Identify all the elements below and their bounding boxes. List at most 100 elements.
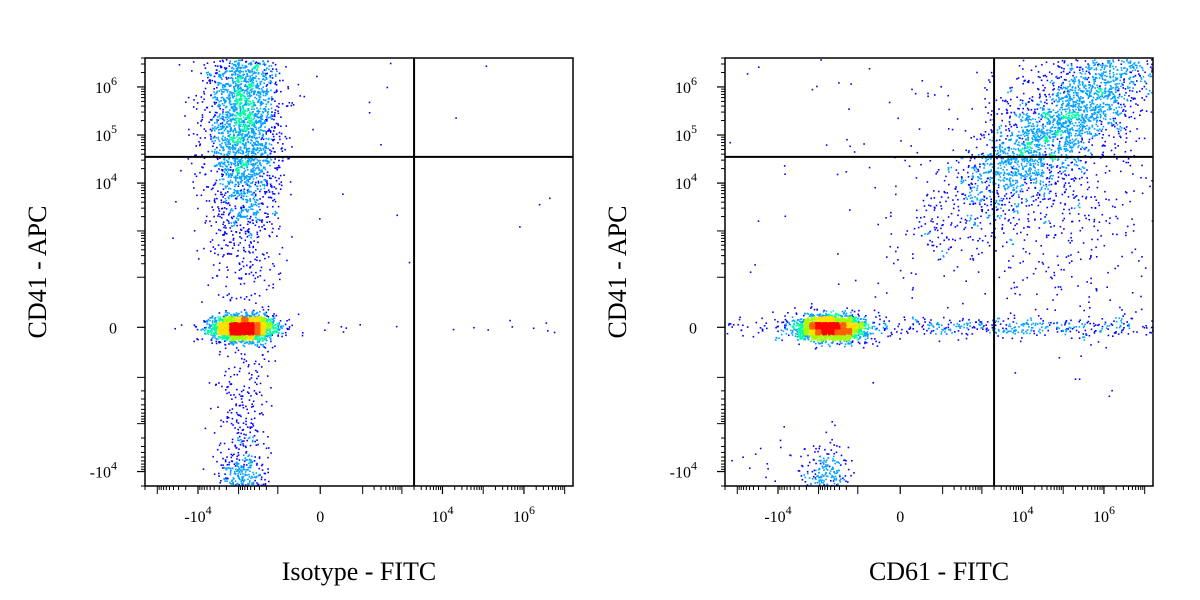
event-dot	[239, 72, 241, 74]
event-dot	[274, 158, 276, 160]
event-dot	[271, 231, 274, 234]
event-dot	[281, 103, 284, 105]
event-dot	[230, 163, 233, 166]
event-dot	[264, 339, 266, 341]
event-dot	[250, 102, 252, 105]
event-dot	[246, 126, 249, 129]
event-dot	[221, 124, 224, 126]
event-dot	[239, 224, 242, 226]
event-dot	[261, 403, 263, 406]
event-dot	[250, 215, 252, 218]
event-dot	[252, 122, 255, 124]
event-dot	[257, 84, 260, 87]
event-dot	[278, 164, 280, 167]
event-dot	[219, 316, 222, 318]
event-dot	[255, 84, 257, 87]
event-dot	[258, 131, 261, 133]
event-dot	[217, 99, 219, 101]
event-dot	[252, 111, 254, 113]
event-dot	[257, 164, 259, 167]
event-dot	[254, 293, 256, 295]
event-dot	[211, 124, 214, 127]
event-dot	[238, 98, 241, 100]
event-dot	[228, 141, 231, 143]
event-dot	[276, 322, 279, 325]
event-dot	[252, 150, 255, 153]
event-dot	[232, 343, 235, 345]
event-dot	[226, 339, 228, 341]
event-dot	[452, 328, 455, 331]
event-dot	[246, 315, 248, 318]
event-dot	[242, 404, 244, 406]
event-dot	[243, 437, 246, 439]
event-dot	[231, 322, 233, 324]
event-dot	[260, 171, 263, 173]
event-dot	[239, 232, 241, 234]
event-dot	[260, 318, 262, 321]
event-dot	[280, 90, 282, 93]
event-dot	[251, 87, 254, 90]
event-dot	[245, 208, 248, 211]
event-dot	[265, 323, 268, 326]
event-dot	[224, 201, 226, 203]
event-dot	[241, 150, 243, 152]
event-dot	[209, 325, 211, 327]
event-dot	[221, 173, 223, 175]
event-dot	[204, 173, 207, 175]
event-dot	[239, 316, 242, 319]
event-dot	[258, 320, 261, 323]
event-dot	[259, 382, 262, 385]
event-dot	[254, 96, 256, 99]
event-dot	[225, 320, 227, 322]
event-dot	[257, 99, 260, 102]
event-dot	[230, 383, 232, 386]
event-dot	[232, 91, 234, 94]
event-dot	[250, 477, 252, 480]
event-dot	[263, 279, 266, 282]
event-dot	[232, 483, 234, 486]
event-dot	[210, 329, 213, 331]
event-dot	[249, 317, 252, 320]
event-dot	[238, 74, 241, 77]
event-dot	[223, 226, 225, 229]
event-dot	[233, 223, 236, 225]
event-dot	[218, 329, 221, 332]
event-dot	[223, 67, 226, 69]
event-dot	[223, 91, 225, 93]
event-dot	[230, 323, 232, 326]
event-dot	[254, 456, 256, 458]
event-dot	[257, 129, 260, 132]
event-dot	[260, 343, 262, 346]
event-dot	[262, 345, 264, 348]
event-dot	[266, 88, 268, 90]
event-dot	[208, 382, 211, 384]
event-dot	[275, 81, 277, 84]
event-dot	[197, 122, 199, 124]
event-dot	[225, 315, 227, 317]
event-dot	[269, 333, 271, 336]
event-dot	[260, 325, 263, 328]
event-dot	[238, 214, 240, 217]
event-dot	[267, 196, 270, 199]
event-dot	[265, 328, 268, 331]
event-dot	[261, 318, 264, 321]
event-dot	[231, 398, 233, 400]
event-dot	[267, 326, 270, 329]
event-dot	[242, 422, 245, 424]
event-dot	[251, 108, 253, 110]
event-dot	[247, 175, 249, 178]
event-dot	[263, 323, 265, 326]
event-dot	[257, 235, 260, 238]
event-dot	[256, 341, 259, 344]
event-dot	[234, 64, 237, 66]
event-dot	[280, 184, 283, 187]
event-dot	[253, 280, 256, 283]
event-dot	[223, 254, 225, 256]
event-dot	[261, 202, 264, 204]
event-dot	[213, 127, 215, 130]
event-dot	[222, 188, 225, 190]
event-dot	[207, 319, 210, 321]
event-dot	[276, 166, 279, 169]
event-dot	[235, 468, 237, 471]
event-dot	[214, 329, 216, 331]
